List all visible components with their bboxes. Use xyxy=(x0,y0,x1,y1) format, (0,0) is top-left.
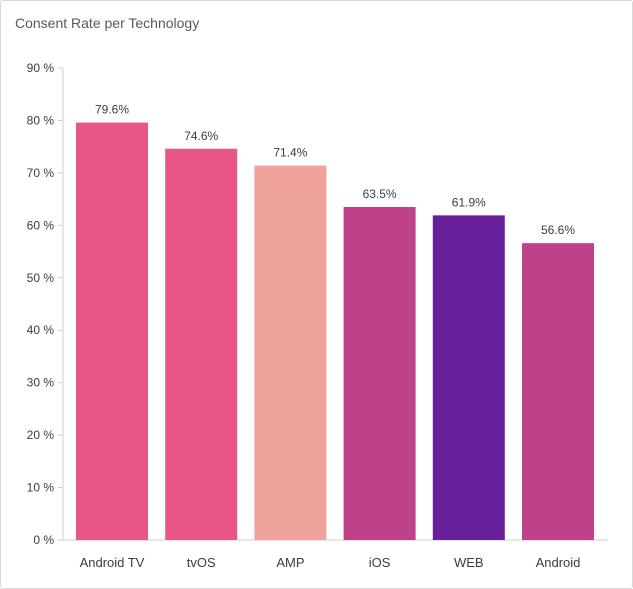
y-tick-label: 30 % xyxy=(27,376,55,390)
bar-value-label: 79.6% xyxy=(95,103,129,117)
x-tick-label: AMP xyxy=(276,555,304,570)
x-tick-label: WEB xyxy=(454,555,484,570)
bar xyxy=(254,165,327,540)
x-tick-label: Android xyxy=(536,555,581,570)
bar-value-label: 71.4% xyxy=(273,146,307,160)
bar-value-label: 61.9% xyxy=(452,195,486,209)
y-tick-label: 80 % xyxy=(27,113,55,127)
chart-title: Consent Rate per Technology xyxy=(15,15,200,31)
bar xyxy=(76,122,148,540)
x-tick-label: iOS xyxy=(369,555,391,570)
y-tick-label: 0 % xyxy=(33,533,54,547)
bar xyxy=(343,206,416,540)
x-tick-label: Android TV xyxy=(80,555,145,570)
bar-value-label: 74.6% xyxy=(184,129,218,143)
bar xyxy=(522,243,594,541)
y-tick-label: 60 % xyxy=(27,218,55,232)
bar xyxy=(165,148,238,540)
bar xyxy=(432,215,505,540)
y-tick-label: 50 % xyxy=(27,271,55,285)
bar-value-label: 56.6% xyxy=(541,223,575,237)
y-tick-label: 20 % xyxy=(27,428,55,442)
y-tick-label: 90 % xyxy=(27,61,55,75)
x-tick-label: tvOS xyxy=(187,555,216,570)
bar-value-label: 63.5% xyxy=(363,187,397,201)
y-tick-label: 10 % xyxy=(27,481,55,495)
y-tick-label: 70 % xyxy=(27,166,55,180)
y-tick-label: 40 % xyxy=(27,323,55,337)
